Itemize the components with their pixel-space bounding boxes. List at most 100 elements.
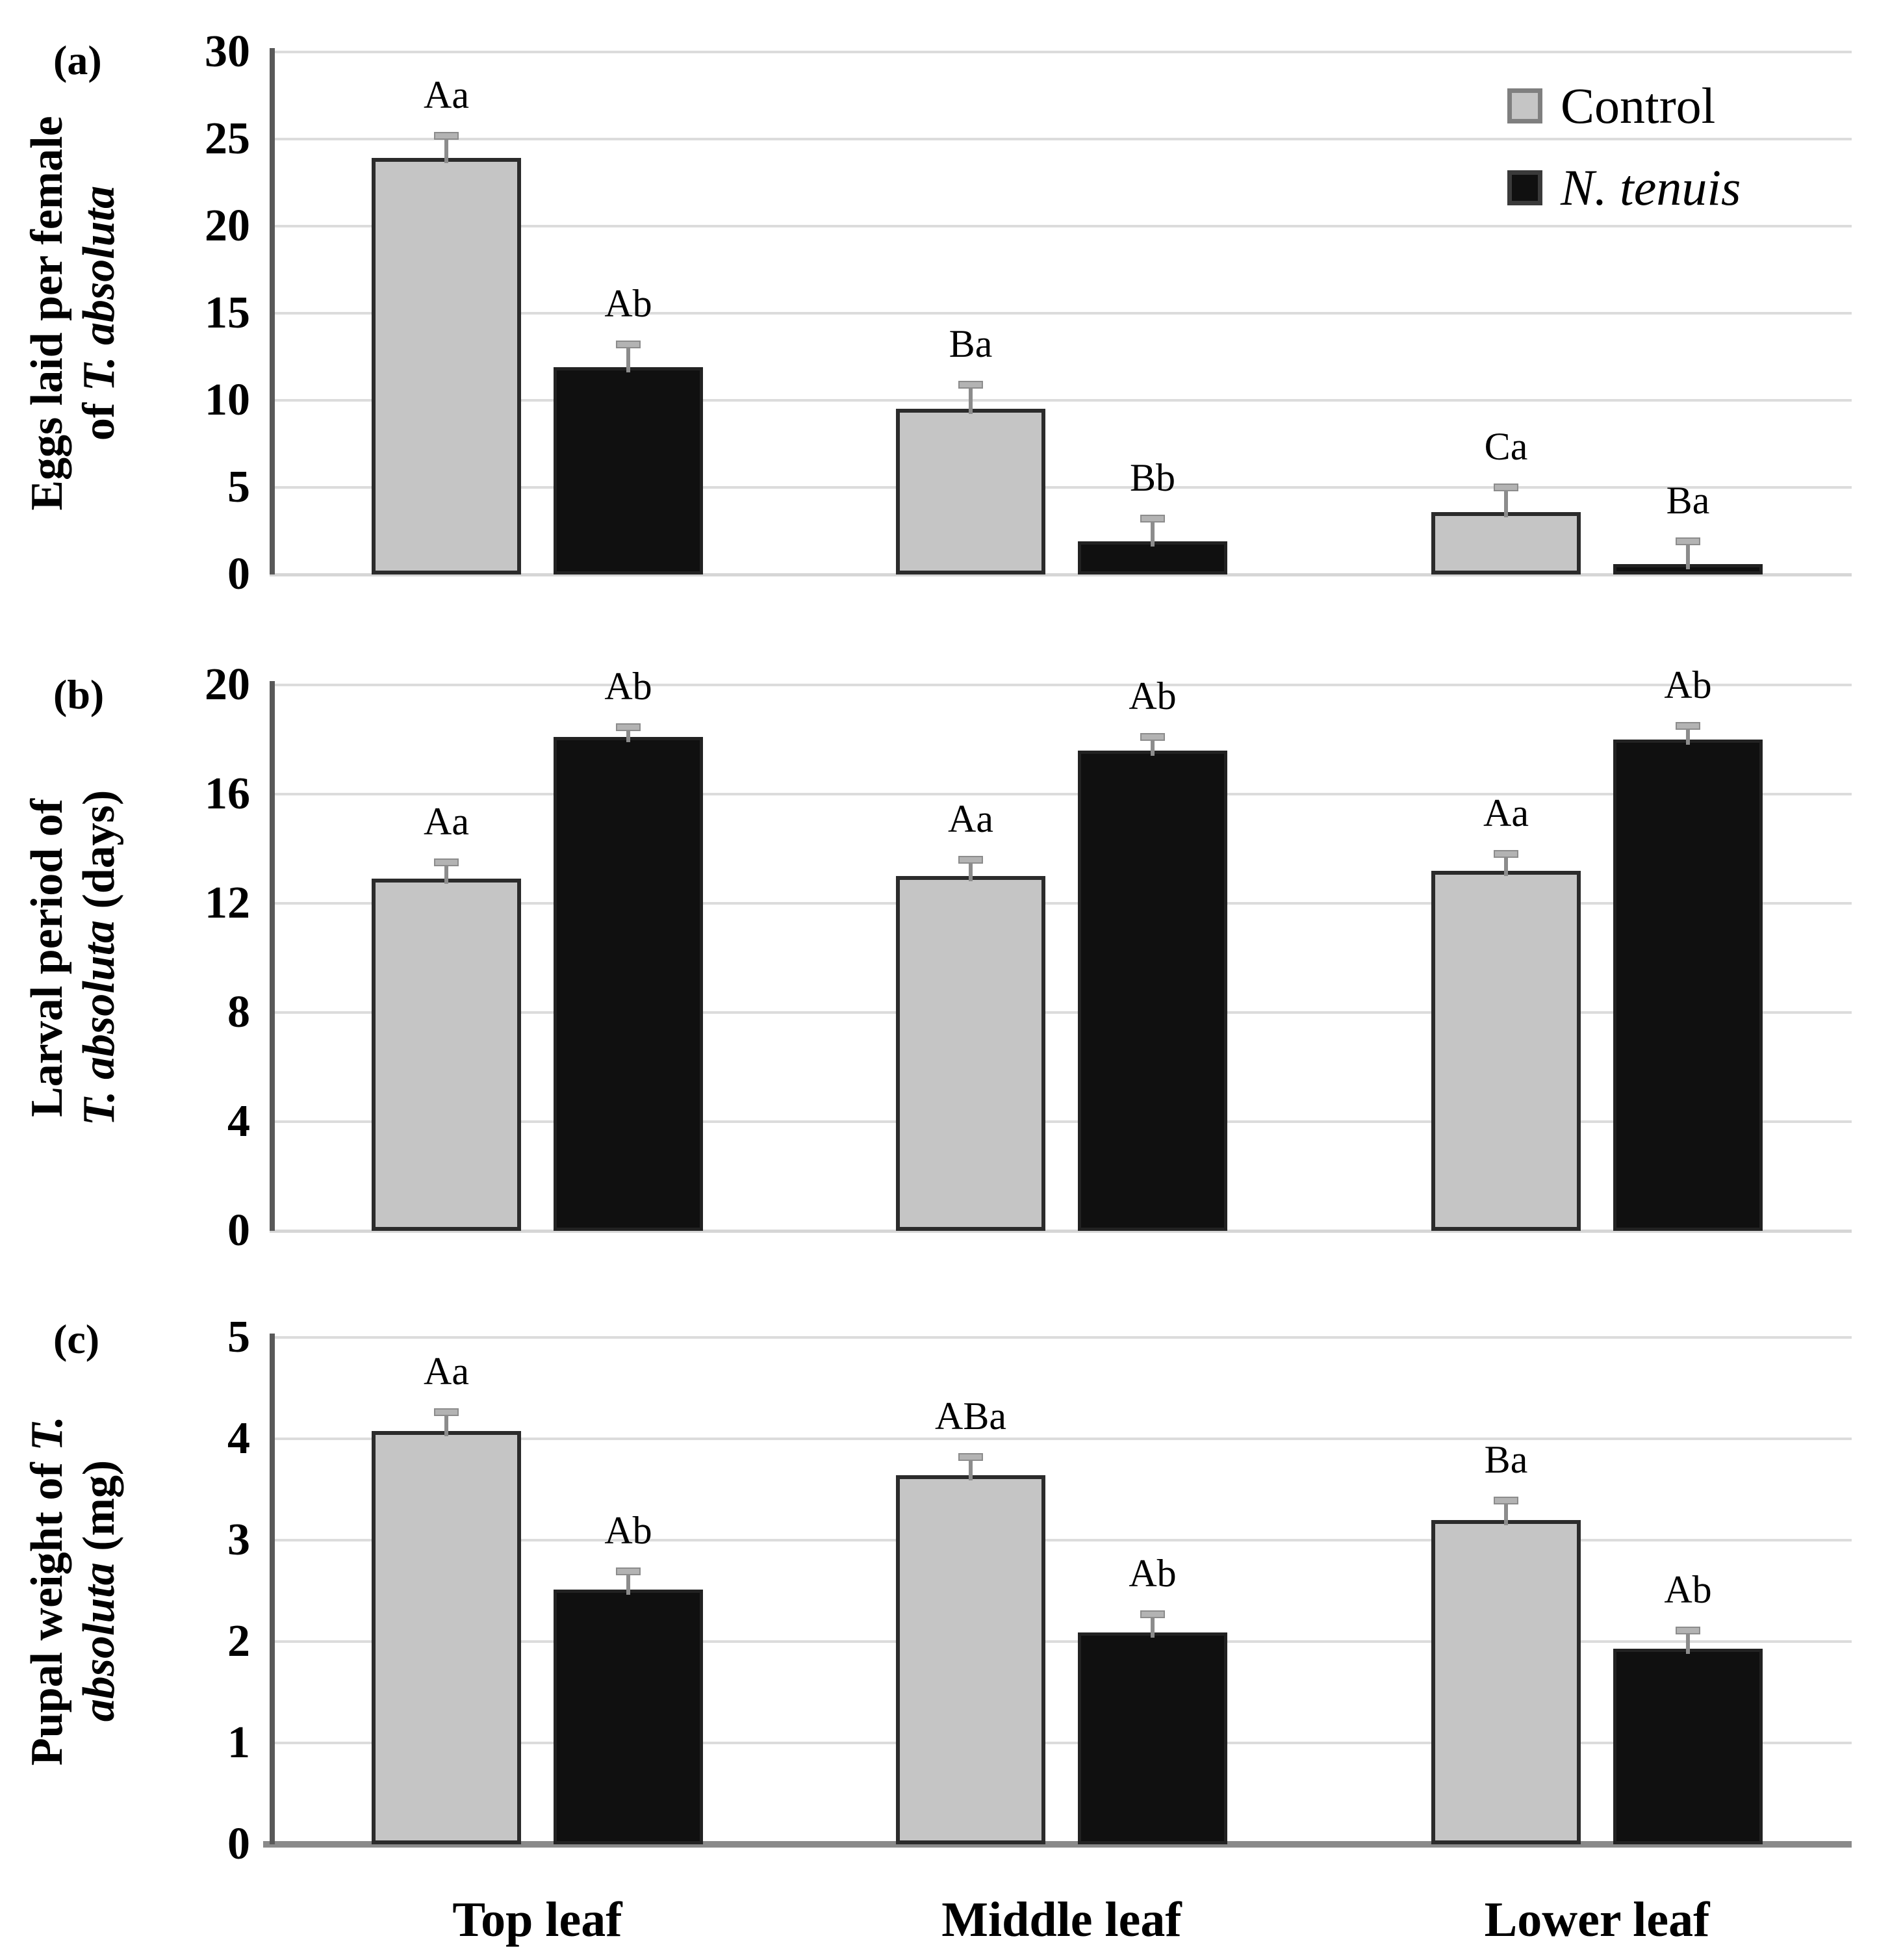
error-bar-stem [444, 1412, 448, 1436]
gridline [270, 1640, 1852, 1643]
x-axis-line [270, 1230, 1852, 1233]
error-bar-stem [969, 1457, 973, 1481]
significance-label: Aa [424, 73, 469, 116]
significance-label: Ab [604, 665, 652, 708]
y-tick-label: 4 [227, 1413, 250, 1464]
bar-control-top-leaf [372, 879, 521, 1231]
y-axis-title-text: absoluta [74, 1562, 124, 1722]
legend-item-control: Control [1507, 78, 1741, 134]
error-bar-cap [434, 1408, 459, 1417]
panel-label-b: (b) [53, 671, 105, 717]
gridline [270, 138, 1852, 140]
legend-label-ntenuis: N. tenuis [1561, 159, 1741, 216]
y-tick-label: 20 [205, 201, 250, 251]
y-tick-label: 3 [227, 1515, 250, 1565]
y-tick-label: 5 [227, 462, 250, 512]
y-axis-line [270, 48, 275, 574]
x-category-label-top-leaf: Top leaf [452, 1892, 622, 1947]
significance-label: ABa [935, 1395, 1006, 1438]
error-bar-cap [434, 131, 459, 140]
bar-control-lower-leaf [1431, 870, 1581, 1231]
bar-ntenuis-top-leaf [554, 1590, 703, 1844]
y-tick-label: 20 [205, 660, 250, 710]
y-axis-title-text: Eggs laid per female [22, 116, 72, 511]
significance-label: Ba [1666, 479, 1710, 522]
error-bar-stem [444, 135, 448, 164]
y-axis-title-text: T. [22, 1415, 72, 1451]
error-bar-stem [1504, 487, 1508, 517]
bar-control-middle-leaf [896, 409, 1045, 574]
error-bar-stem [969, 859, 973, 881]
gridline [270, 312, 1852, 315]
x-axis-line [263, 1841, 1852, 1848]
significance-label: Ab [604, 1509, 652, 1553]
error-bar-cap [1494, 484, 1518, 491]
y-axis-title-line: absoluta (mg) [73, 1318, 125, 1864]
gridline [270, 1011, 1852, 1014]
significance-label: Ba [1484, 1438, 1528, 1482]
ntenuis-swatch-icon [1507, 170, 1542, 205]
y-axis-title-line: Eggs laid per female [21, 32, 73, 594]
gridline [270, 399, 1852, 402]
y-tick-label: 8 [227, 987, 250, 1037]
error-bar-stem [1504, 1501, 1508, 1525]
significance-label: Ab [1664, 664, 1712, 706]
gridline [270, 1438, 1852, 1440]
legend: Control N. tenuis [1507, 78, 1741, 242]
y-axis-title-line: T. absoluta (days) [73, 665, 125, 1250]
error-bar-stem [444, 862, 448, 884]
y-axis-title-line: Larval period of [21, 665, 73, 1250]
bar-ntenuis-lower-leaf [1613, 740, 1763, 1231]
gridline [270, 684, 1852, 686]
error-bar-stem [626, 344, 630, 373]
significance-label: Ab [1664, 1567, 1712, 1611]
bar-control-middle-leaf [896, 876, 1045, 1231]
significance-label: Bb [1129, 456, 1176, 500]
error-bar-cap [1494, 850, 1518, 858]
error-bar-stem [969, 384, 973, 415]
gridline [270, 1742, 1852, 1744]
y-axis-title-text: T. absoluta [74, 920, 124, 1126]
legend-item-ntenuis: N. tenuis [1507, 160, 1741, 216]
y-tick-label: 16 [205, 769, 250, 819]
bar-ntenuis-top-leaf [554, 736, 703, 1231]
significance-label: Aa [424, 1350, 469, 1393]
error-bar-stem [1151, 736, 1155, 756]
y-axis-title-b: Larval period of T. absoluta (days) [21, 665, 132, 1250]
y-tick-label: 0 [227, 1819, 250, 1869]
error-bar-cap [1676, 1626, 1700, 1634]
x-category-label-lower-leaf: Lower leaf [1484, 1892, 1710, 1947]
y-tick-label: 5 [227, 1312, 250, 1362]
panel-label-a: (a) [53, 37, 102, 83]
y-tick-label: 2 [227, 1616, 250, 1666]
y-tick-label: 4 [227, 1096, 250, 1146]
bar-control-top-leaf [372, 158, 521, 574]
error-bar-stem [626, 1571, 630, 1595]
y-tick-label: 12 [205, 878, 250, 928]
error-bar-cap [1676, 537, 1700, 546]
error-bar-cap [1676, 722, 1700, 730]
error-bar-stem [1686, 726, 1690, 745]
bar-ntenuis-middle-leaf [1078, 750, 1227, 1231]
y-tick-label: 25 [205, 114, 250, 164]
y-axis-title-c: Pupal weight of T. absoluta (mg) [21, 1318, 132, 1864]
gridline [270, 225, 1852, 227]
significance-label: Ab [1129, 1551, 1177, 1595]
error-bar-stem [1151, 1614, 1155, 1638]
bar-control-lower-leaf [1431, 511, 1581, 574]
error-bar-cap [616, 1567, 641, 1576]
y-tick-label: 10 [205, 375, 250, 425]
gridline [270, 793, 1852, 795]
legend-label-control: Control [1561, 77, 1716, 134]
control-swatch-icon [1507, 88, 1542, 123]
error-bar-stem [1504, 854, 1508, 876]
error-bar-cap [1140, 732, 1165, 741]
error-bar-stem [1686, 1630, 1690, 1654]
bar-ntenuis-lower-leaf [1613, 1648, 1763, 1844]
error-bar-cap [1140, 515, 1165, 523]
error-bar-cap [958, 1453, 983, 1462]
error-bar-cap [434, 858, 459, 866]
error-bar-stem [1686, 541, 1690, 569]
x-category-label-middle-leaf: Middle leaf [941, 1892, 1182, 1947]
